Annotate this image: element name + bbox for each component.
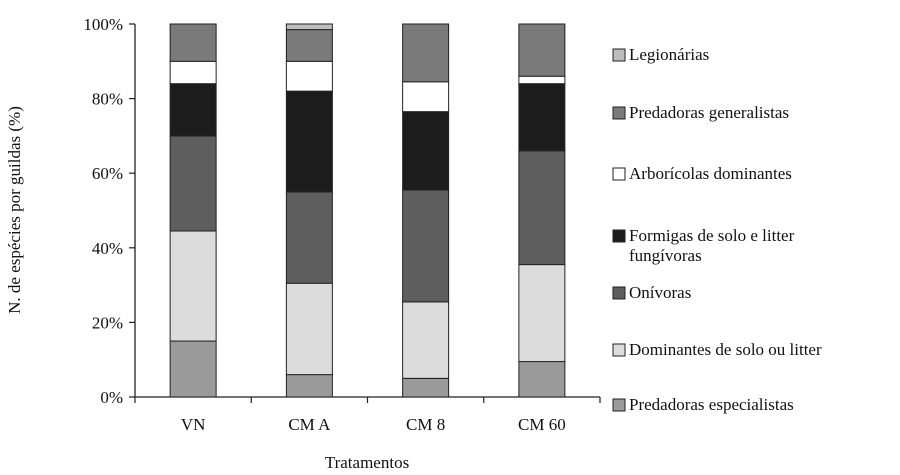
legend: Legionárias Predadoras generalistas Arborí… xyxy=(612,45,822,414)
legend-label: Arborícolas dominantes xyxy=(629,164,792,183)
bar-segment-cm-a-6 xyxy=(285,23,333,31)
bar-segment-vn-3 xyxy=(169,83,217,137)
legend-label-line: Dominantes de solo ou litter xyxy=(629,340,822,359)
y-tick-label: 20% xyxy=(92,313,123,332)
bar-segment-cm-8-4 xyxy=(402,81,450,113)
bars xyxy=(169,23,566,398)
bar-segment-cm-8-2 xyxy=(402,189,450,303)
legend-label: Predadoras generalistas xyxy=(629,103,789,122)
legend-label-line: Legionárias xyxy=(629,45,709,64)
bar-segment-cm-60-1 xyxy=(518,264,566,363)
y-tick-label: 100% xyxy=(83,15,123,34)
bar-segment-cm-8-5 xyxy=(402,23,450,83)
bar-segment-cm-a-4 xyxy=(285,60,333,92)
bar-segment-cm-8-3 xyxy=(402,111,450,191)
legend-label: Formigas de solo e litter fungívoras xyxy=(629,226,795,265)
legend-swatch xyxy=(612,229,626,243)
bar-segment-vn-4 xyxy=(169,60,217,85)
legend-item: Arborícolas dominantes xyxy=(612,164,792,183)
legend-item: Predadoras especialistas xyxy=(612,395,794,414)
legend-label-line: Formigas de solo e litter xyxy=(629,226,795,245)
legend-label-line: Arborícolas dominantes xyxy=(629,164,792,183)
bar-segment-cm-60-4 xyxy=(518,75,566,85)
legend-swatch xyxy=(612,343,626,357)
legend-swatch xyxy=(612,167,626,181)
x-tick-label: CM A xyxy=(288,415,331,434)
x-axis-title: Tratamentos xyxy=(325,453,409,472)
legend-label-line: Onívoras xyxy=(629,283,691,302)
bar-segment-cm-a-3 xyxy=(285,90,333,193)
x-tick-label: VN xyxy=(181,415,206,434)
bar-segment-cm-60-3 xyxy=(518,83,566,152)
bar-segment-cm-60-5 xyxy=(518,23,566,77)
bar-segment-cm-60-2 xyxy=(518,150,566,266)
bar-segment-vn-0 xyxy=(169,340,217,398)
legend-label: Legionárias xyxy=(629,45,709,64)
bar-segment-cm-a-0 xyxy=(285,374,333,398)
y-tick-label: 60% xyxy=(92,164,123,183)
legend-swatch xyxy=(612,106,626,120)
bar-segment-cm-8-0 xyxy=(402,377,450,398)
legend-item: Onívoras xyxy=(612,283,691,302)
bar-segment-cm-a-1 xyxy=(285,282,333,376)
y-tick-label: 40% xyxy=(92,239,123,258)
legend-label: Predadoras especialistas xyxy=(629,395,794,414)
y-tick-label: 80% xyxy=(92,90,123,109)
legend-label-line: fungívoras xyxy=(629,246,702,265)
tick-labels: 0% 20% 40% 60% 80% 100% VN CM A CM 8 CM 60 xyxy=(83,15,565,434)
legend-swatch xyxy=(612,286,626,300)
y-tick-label: 0% xyxy=(100,388,123,407)
bar-segment-cm-60-0 xyxy=(518,361,566,398)
bar-segment-cm-8-1 xyxy=(402,301,450,379)
legend-item: Legionárias xyxy=(612,45,709,64)
legend-swatch xyxy=(612,48,626,62)
y-axis-title: N. de espécies por guildas (%) xyxy=(5,106,24,314)
legend-swatch xyxy=(612,398,626,412)
bar-segment-vn-5 xyxy=(169,23,217,62)
bar-segment-vn-2 xyxy=(169,135,217,232)
bar-segment-vn-1 xyxy=(169,230,217,342)
bar-segment-cm-a-2 xyxy=(285,191,333,284)
legend-item: Formigas de solo e litter fungívoras xyxy=(612,226,795,265)
legend-label: Dominantes de solo ou litter xyxy=(629,340,822,359)
legend-label-line: Predadoras especialistas xyxy=(629,395,794,414)
bar-segment-cm-a-5 xyxy=(285,29,333,62)
legend-item: Predadoras generalistas xyxy=(612,103,789,122)
legend-item: Dominantes de solo ou litter xyxy=(612,340,822,359)
legend-label-line: Predadoras generalistas xyxy=(629,103,789,122)
x-tick-label: CM 60 xyxy=(518,415,566,434)
x-tick-label: CM 8 xyxy=(406,415,445,434)
legend-label: Onívoras xyxy=(629,283,691,302)
